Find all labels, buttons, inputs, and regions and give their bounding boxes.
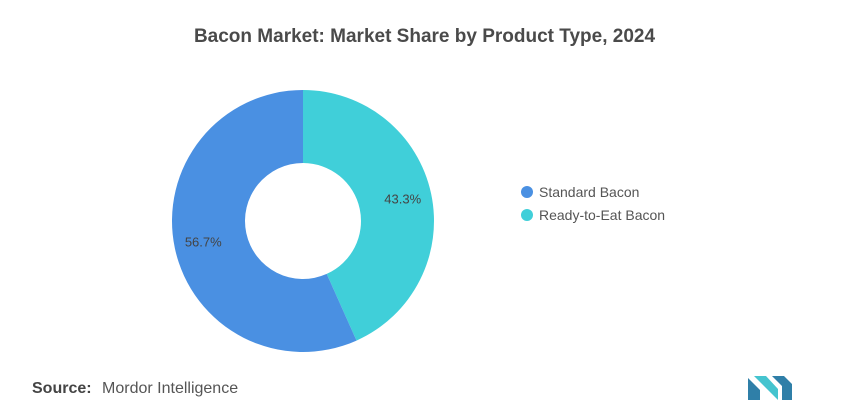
source-line: Source: Mordor Intelligence — [32, 380, 238, 398]
slice-label-standard-bacon: 56.7% — [185, 234, 222, 249]
logo-left-shape — [748, 378, 760, 400]
donut-chart: 43.3% 56.7% — [171, 90, 434, 352]
mordor-intelligence-logo-icon — [748, 376, 792, 400]
source-label: Source: — [32, 380, 92, 397]
chart-title: Bacon Market: Market Share by Product Ty… — [193, 26, 656, 47]
legend-swatch-standard-bacon — [521, 185, 533, 198]
source-text: Mordor Intelligence — [102, 380, 239, 397]
legend-item-standard-bacon: Standard Bacon — [521, 180, 665, 203]
legend-label-ready-to-eat-bacon: Ready-to-Eat Bacon — [539, 206, 666, 223]
logo-mid-shape — [754, 376, 778, 400]
logo-right-shape — [772, 376, 792, 400]
legend-label-standard-bacon: Standard Bacon — [539, 183, 640, 200]
legend-item-ready-to-eat-bacon: Ready-to-Eat Bacon — [521, 203, 665, 226]
legend-swatch-ready-to-eat-bacon — [521, 208, 533, 221]
slice-label-ready-to-eat-bacon: 43.3% — [384, 192, 421, 207]
donut-slice-ready-to-eat-bacon — [303, 90, 434, 341]
donut-slice-standard-bacon — [171, 90, 357, 352]
chart-legend: Standard Bacon Ready-to-Eat Bacon — [521, 180, 665, 226]
